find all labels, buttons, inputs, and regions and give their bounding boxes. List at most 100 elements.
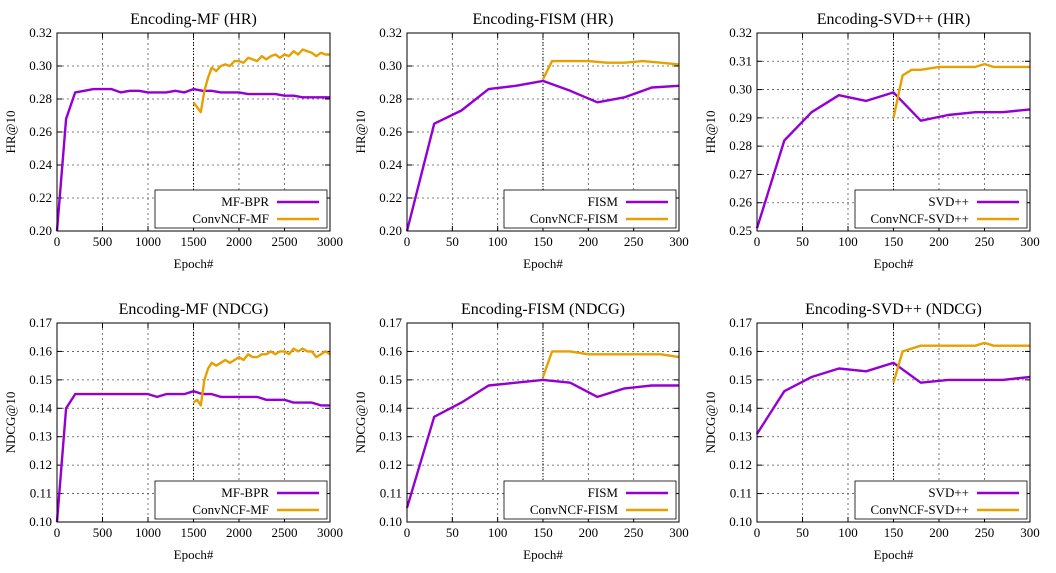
chart-title: Encoding-FISM (HR): [473, 11, 614, 28]
x-tick-label: 200: [579, 234, 599, 249]
y-tick-label: 0.13: [729, 429, 752, 444]
x-tick-label: 100: [488, 525, 508, 540]
y-axis-label: HR@10: [703, 110, 718, 153]
y-tick-label: 0.12: [379, 457, 402, 472]
legend-box: [854, 480, 1028, 520]
legend-label: ConvNCF-MF: [192, 502, 269, 517]
series-line-1: [55, 87, 330, 232]
y-tick-label: 0.17: [729, 315, 752, 330]
y-tick-label: 0.13: [379, 429, 402, 444]
series-line-2: [892, 341, 1030, 384]
x-tick-label: 50: [796, 525, 809, 540]
x-tick-label: 300: [1020, 525, 1040, 540]
series-line-1: [755, 91, 1031, 229]
y-tick-label: 0.28: [29, 91, 52, 106]
x-tick-label: 300: [669, 234, 689, 249]
series-line-2: [541, 350, 680, 378]
series-line-1: [405, 378, 679, 509]
y-tick-label: 0.14: [729, 400, 752, 415]
x-tick-label: 50: [796, 234, 809, 249]
legend-label: FISM: [588, 485, 619, 500]
y-tick-label: 0.15: [729, 372, 752, 387]
x-tick-label: 50: [446, 525, 459, 540]
x-tick-label: 0: [404, 525, 411, 540]
legend-label: ConvNCF-SVD++: [871, 211, 969, 226]
series-line-1: [755, 361, 1031, 435]
series-line-2: [192, 347, 331, 407]
chart-title: Encoding-SVD++ (HR): [817, 11, 971, 28]
legend-box: [154, 480, 328, 520]
y-tick-label: 0.24: [29, 157, 52, 172]
y-tick-label: 0.26: [729, 195, 752, 210]
x-tick-label: 50: [446, 234, 459, 249]
series-line-2: [892, 62, 1030, 119]
y-tick-label: 0.26: [379, 124, 402, 139]
x-tick-label: 300: [669, 525, 689, 540]
y-tick-label: 0.27: [729, 166, 752, 181]
x-tick-label: 1000: [135, 525, 161, 540]
legend-label: ConvNCF-FISM: [530, 211, 619, 226]
x-tick-label: 300: [1020, 234, 1040, 249]
y-tick-label: 0.20: [379, 223, 402, 238]
chart-panel-3: Encoding-SVD++ (HR) 0.25 0.26 0.27 0.28 0.29 0…: [703, 11, 1040, 271]
y-tick-label: 0.22: [379, 190, 402, 205]
y-tick-label: 0.10: [729, 514, 752, 529]
x-axis-label: Epoch#: [874, 547, 914, 562]
legend-label: SVD++: [928, 194, 969, 209]
y-tick-label: 0.10: [379, 514, 402, 529]
y-axis-label: HR@10: [353, 110, 368, 153]
x-tick-label: 1500: [181, 234, 207, 249]
chart-panel-1: Encoding-MF (HR) 0.20 0.22 0.24 0.26 0.28 0.30…: [3, 11, 343, 271]
x-tick-label: 0: [754, 234, 761, 249]
y-tick-label: 0.17: [379, 315, 402, 330]
x-tick-label: 250: [975, 525, 995, 540]
chart-title: Encoding-FISM (NDCG): [461, 301, 625, 318]
x-tick-label: 500: [93, 525, 113, 540]
x-tick-label: 500: [93, 234, 113, 249]
y-tick-label: 0.32: [379, 25, 402, 40]
y-axis-label: NDCG@10: [703, 392, 718, 454]
x-tick-label: 150: [533, 234, 553, 249]
series-line-2: [541, 59, 680, 80]
legend-label: ConvNCF-SVD++: [871, 502, 969, 517]
series-line-1: [405, 79, 680, 232]
legend-label: MF-BPR: [221, 485, 269, 500]
y-tick-label: 0.25: [729, 223, 752, 238]
x-tick-label: 100: [488, 234, 508, 249]
x-tick-label: 2500: [272, 525, 298, 540]
y-tick-label: 0.29: [729, 110, 752, 125]
chart-title: Encoding-MF (NDCG): [119, 301, 269, 318]
y-tick-label: 0.13: [29, 429, 52, 444]
x-axis-label: Epoch#: [174, 256, 214, 271]
x-tick-label: 2000: [226, 234, 252, 249]
y-tick-label: 0.16: [379, 343, 402, 358]
plot-frame: [56, 32, 331, 232]
x-tick-label: 100: [838, 234, 858, 249]
plot-frame: [406, 32, 680, 232]
x-tick-label: 0: [54, 525, 61, 540]
legend-label: ConvNCF-MF: [192, 211, 269, 226]
x-tick-label: 100: [838, 525, 858, 540]
y-tick-label: 0.28: [729, 138, 752, 153]
legend-box: [854, 189, 1028, 229]
x-tick-label: 150: [884, 525, 904, 540]
y-tick-label: 0.17: [29, 315, 52, 330]
x-tick-label: 2000: [226, 525, 252, 540]
y-tick-label: 0.11: [380, 486, 402, 501]
x-tick-label: 0: [754, 525, 761, 540]
x-tick-label: 0: [404, 234, 411, 249]
series-line-2: [192, 48, 330, 114]
y-axis-label: NDCG@10: [353, 392, 368, 454]
legend-label: ConvNCF-FISM: [530, 502, 619, 517]
y-tick-label: 0.15: [379, 372, 402, 387]
y-tick-label: 0.12: [29, 457, 52, 472]
chart-title: Encoding-SVD++ (NDCG): [805, 301, 982, 318]
legend-box: [154, 189, 328, 229]
plot-frame: [56, 322, 331, 523]
y-tick-label: 0.26: [29, 124, 52, 139]
x-tick-label: 3000: [317, 525, 343, 540]
x-tick-label: 250: [624, 525, 644, 540]
x-tick-label: 2500: [272, 234, 298, 249]
x-tick-label: 200: [579, 525, 599, 540]
